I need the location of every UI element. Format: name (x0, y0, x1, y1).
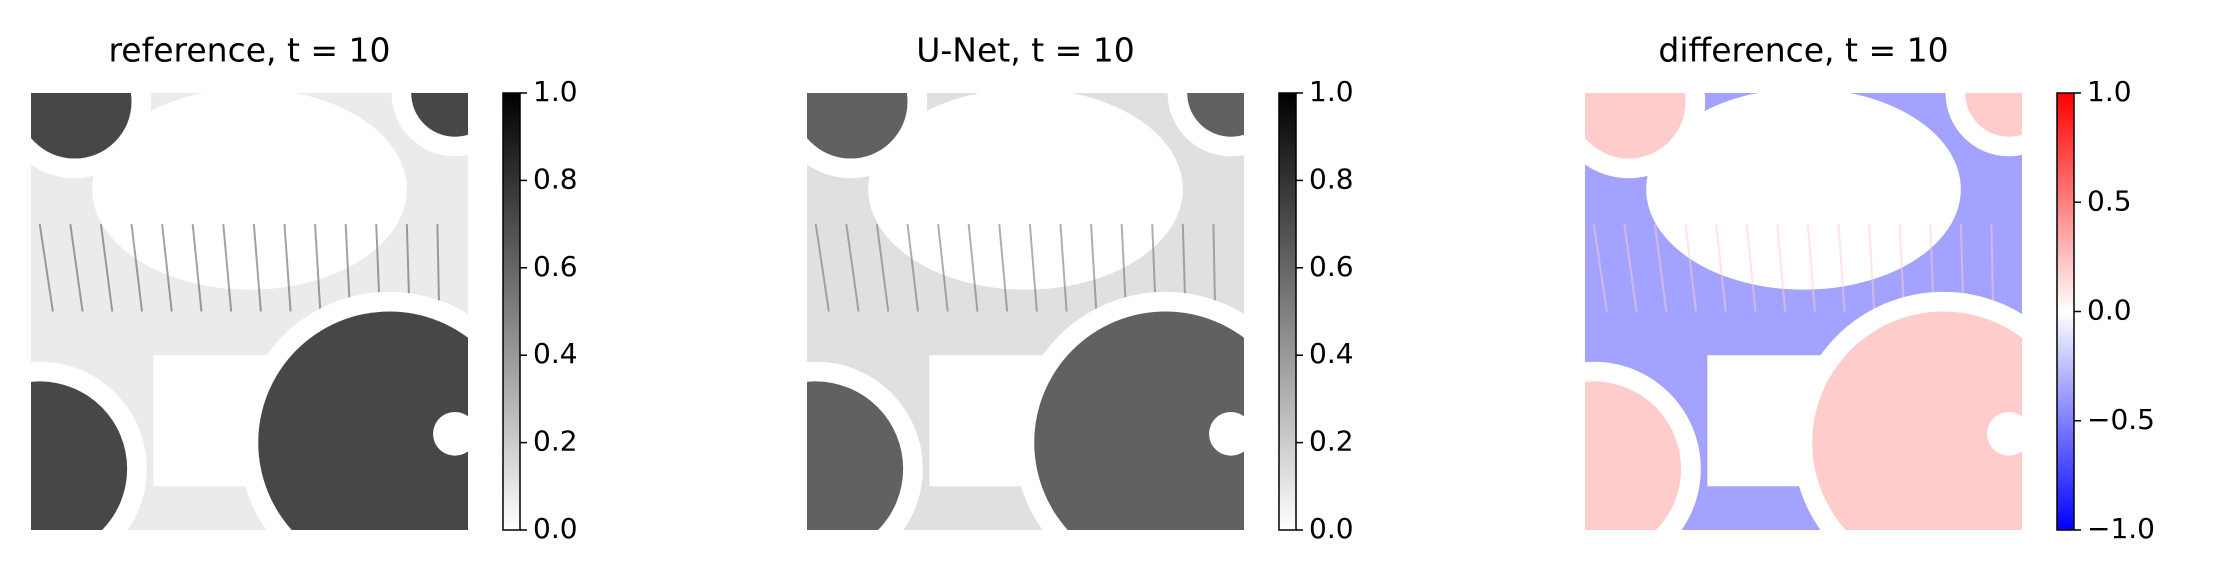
obstacle-core (258, 311, 468, 530)
obstacle-core (1034, 311, 1244, 530)
field-streak (967, 224, 979, 312)
field-streak (1592, 223, 1608, 312)
heatmap-image (807, 93, 1244, 530)
field-streak (222, 224, 233, 312)
field-streak (1028, 224, 1038, 312)
field-streak (1653, 223, 1668, 312)
obstacle-notch (1209, 412, 1244, 456)
colorbar-tick-label: 0.6 (1309, 250, 1354, 283)
field-streak (1776, 224, 1787, 312)
field-streak (436, 224, 441, 312)
panel-title: reference, t = 10 (108, 31, 390, 70)
field-streak (252, 224, 262, 312)
obstacle-core (1812, 311, 2022, 530)
field-streak (814, 223, 830, 312)
field-streak (845, 223, 860, 312)
colorbar-tick-label: 0.6 (533, 250, 578, 283)
obstacle-core (1965, 93, 2022, 137)
colorbar (1278, 92, 1297, 531)
obstacle-core (807, 93, 908, 159)
colorbar-tick-label: 0.4 (533, 337, 578, 370)
colorbar-tick-label: −0.5 (2087, 403, 2155, 436)
field-bright-region (92, 93, 407, 290)
colorbar-tick-label: 0.5 (2087, 184, 2132, 217)
field-streak (344, 224, 352, 312)
colorbar (2056, 92, 2075, 531)
field-streak (99, 223, 114, 312)
field-bright-region (1646, 93, 1961, 290)
colorbar-tick-label: 0.0 (1309, 512, 1354, 545)
field-streak (191, 224, 203, 312)
heatmap-image (1585, 93, 2022, 530)
obstacle-core (31, 381, 128, 530)
panel-title: U-Net, t = 10 (916, 31, 1135, 70)
field-streak (998, 224, 1009, 312)
field-streak (1745, 224, 1757, 312)
obstacle-core (1187, 93, 1244, 137)
field-streak (1212, 224, 1217, 312)
field-streak (1090, 224, 1098, 312)
panel-title: difference, t = 10 (1658, 31, 1948, 70)
colorbar-tick-label: 0.2 (533, 425, 578, 458)
field-streak (1990, 224, 1995, 312)
field-streak (1059, 224, 1068, 312)
field-streak (875, 223, 890, 312)
field-streak (314, 224, 322, 312)
field-bright-region (868, 93, 1183, 290)
field-streak (1120, 224, 1128, 312)
obstacle-notch (1987, 412, 2022, 456)
obstacle-core (807, 381, 904, 530)
obstacle-core (1585, 381, 1682, 530)
colorbar-tick-label: 1.0 (2087, 75, 2132, 108)
colorbar-tick-label: 0.8 (533, 162, 578, 195)
colorbar-tick-label: 0.4 (1309, 337, 1354, 370)
field-streak (1806, 224, 1816, 312)
field-streak (937, 223, 949, 312)
field-streak (1715, 223, 1727, 312)
field-streak (161, 223, 173, 312)
field-streak (1868, 224, 1876, 312)
field-streak (69, 223, 84, 312)
colorbar-tick-label: −1.0 (2087, 512, 2155, 545)
colorbar-tick-label: 1.0 (533, 75, 578, 108)
colorbar-tick-label: 0.0 (533, 512, 578, 545)
field-streak (1837, 224, 1846, 312)
field-streak (38, 223, 54, 312)
heatmap-image (31, 93, 468, 530)
field-streak (906, 223, 919, 312)
obstacle-core (411, 93, 468, 137)
colorbar-tick-label: 1.0 (1309, 75, 1354, 108)
obstacle-notch (433, 412, 468, 456)
field-streak (130, 223, 143, 312)
field-streak (1684, 223, 1697, 312)
field-streak (283, 224, 292, 312)
field-streak (1898, 224, 1906, 312)
colorbar-tick-label: 0.0 (2087, 294, 2132, 327)
field-streak (1623, 223, 1638, 312)
colorbar-tick-label: 0.8 (1309, 162, 1354, 195)
colorbar (502, 92, 521, 531)
obstacle-core (1585, 93, 1686, 159)
colorbar-tick-label: 0.2 (1309, 425, 1354, 458)
obstacle-core (31, 93, 132, 159)
